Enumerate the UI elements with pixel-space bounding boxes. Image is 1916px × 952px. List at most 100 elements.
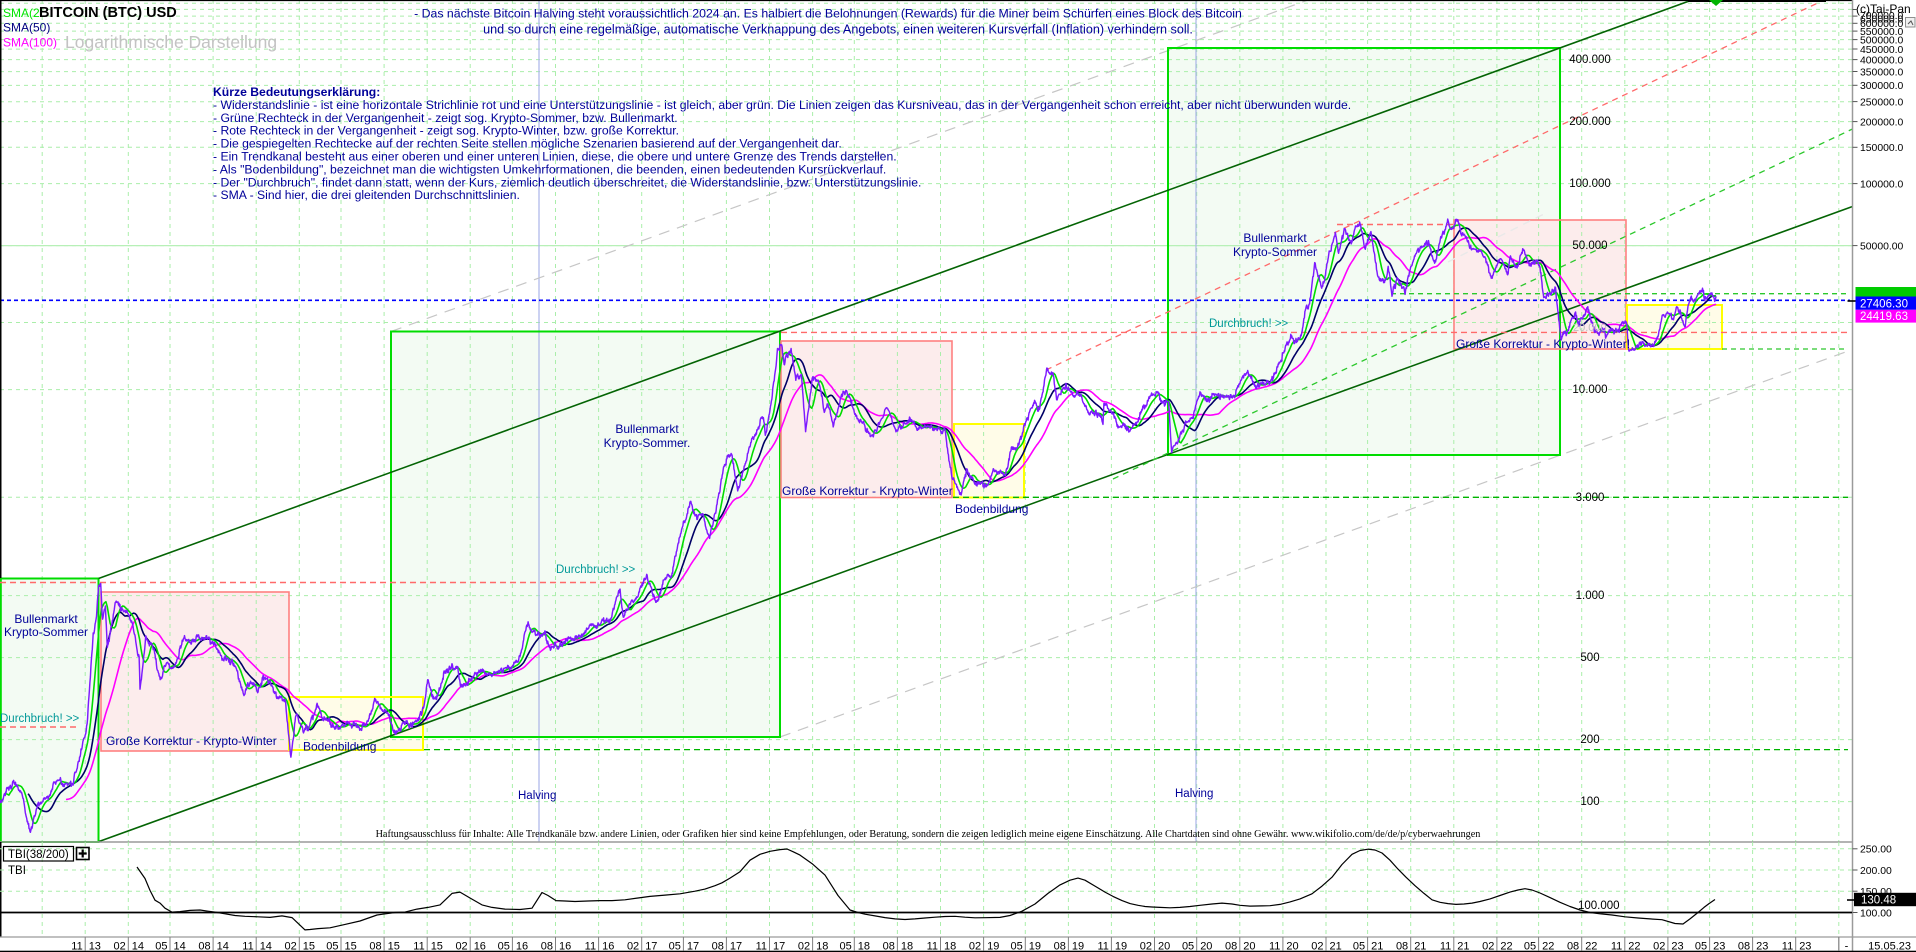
svg-text:14: 14 xyxy=(132,940,144,952)
svg-text:- Die gespiegelten Rechtecke a: - Die gespiegelten Rechtecke auf der rec… xyxy=(213,137,842,151)
svg-text:08: 08 xyxy=(369,940,381,952)
svg-text:02: 02 xyxy=(455,940,467,952)
svg-text:08: 08 xyxy=(712,940,724,952)
svg-text:- Rote Rechteck in der Vergang: - Rote Rechteck in der Vergangenheit - z… xyxy=(213,124,679,138)
svg-text:08: 08 xyxy=(1738,940,1750,952)
svg-text:11: 11 xyxy=(585,940,596,952)
svg-text:05: 05 xyxy=(498,940,510,952)
svg-text:21: 21 xyxy=(1330,940,1342,952)
svg-text:500000.0: 500000.0 xyxy=(1860,35,1904,46)
svg-text:20: 20 xyxy=(1158,940,1170,952)
svg-text:100.000: 100.000 xyxy=(1578,900,1620,912)
svg-text:Durchbruch! >>: Durchbruch! >> xyxy=(1209,318,1289,330)
svg-text:21: 21 xyxy=(1414,940,1426,952)
svg-text:16: 16 xyxy=(516,940,528,952)
svg-text:22: 22 xyxy=(1628,940,1640,952)
svg-text:Große Korrektur - Krypto-Winte: Große Korrektur - Krypto-Winter xyxy=(782,484,953,498)
svg-text:18: 18 xyxy=(858,940,870,952)
svg-text:15: 15 xyxy=(345,940,357,952)
svg-text:08: 08 xyxy=(541,940,553,952)
svg-text:-: - xyxy=(1845,940,1849,952)
svg-text:08: 08 xyxy=(1567,940,1579,952)
svg-text:05: 05 xyxy=(1182,940,1194,952)
svg-text:600000.0: 600000.0 xyxy=(1860,19,1904,30)
svg-text:11: 11 xyxy=(1611,940,1622,952)
svg-text:11: 11 xyxy=(413,940,424,952)
svg-text:100.000: 100.000 xyxy=(1569,178,1611,190)
svg-text:02: 02 xyxy=(285,940,297,952)
svg-text:20: 20 xyxy=(1243,940,1255,952)
svg-text:Durchbruch! >>: Durchbruch! >> xyxy=(556,564,636,576)
svg-text:23: 23 xyxy=(1671,940,1683,952)
svg-text:Krypto-Sommer: Krypto-Sommer xyxy=(4,625,88,639)
svg-text:Halving: Halving xyxy=(1175,788,1213,800)
svg-text:Haftungsausschluss für Inhalte: Haftungsausschluss für Inhalte: Alle Tre… xyxy=(376,829,1481,840)
svg-text:23: 23 xyxy=(1799,940,1811,952)
svg-text:- Das nächste Bitcoin Halving: - Das nächste Bitcoin Halving steht vora… xyxy=(414,7,1242,21)
svg-text:- Widerstandslinie - ist eine: - Widerstandslinie - ist eine horizontal… xyxy=(213,98,1351,112)
svg-text:16: 16 xyxy=(559,940,571,952)
svg-text:- SMA - Sind hier, die drei gl: - SMA - Sind hier, die drei gleitenden D… xyxy=(213,188,520,202)
svg-text:Halving: Halving xyxy=(518,790,556,802)
svg-text:Krypto-Sommer.: Krypto-Sommer. xyxy=(604,436,691,450)
svg-text:15.05.23: 15.05.23 xyxy=(1868,940,1911,952)
svg-text:17: 17 xyxy=(730,940,742,952)
svg-text:05: 05 xyxy=(1353,940,1365,952)
svg-text:400.000: 400.000 xyxy=(1569,54,1611,66)
svg-text:16: 16 xyxy=(474,940,486,952)
svg-text:22: 22 xyxy=(1542,940,1554,952)
svg-text:22: 22 xyxy=(1585,940,1597,952)
svg-text:11: 11 xyxy=(1097,940,1108,952)
svg-text:TBI(38/200): TBI(38/200) xyxy=(8,849,69,861)
svg-text:1.000: 1.000 xyxy=(1576,590,1605,602)
svg-text:3.000: 3.000 xyxy=(1576,492,1605,504)
svg-text:350000.0: 350000.0 xyxy=(1860,67,1904,78)
svg-text:15: 15 xyxy=(388,940,400,952)
svg-text:200.000: 200.000 xyxy=(1569,116,1611,128)
svg-text:SMA(2: SMA(2 xyxy=(3,6,40,20)
svg-text:Große Korrektur - Krypto-Winte: Große Korrektur - Krypto-Winter! xyxy=(1456,337,1630,351)
svg-text:14: 14 xyxy=(217,940,229,952)
svg-text:19: 19 xyxy=(1029,940,1041,952)
svg-text:08: 08 xyxy=(198,940,210,952)
svg-text:15: 15 xyxy=(431,940,443,952)
svg-text:21: 21 xyxy=(1371,940,1383,952)
svg-text:650000.0: 650000.0 xyxy=(1860,15,1904,26)
svg-text:SMA(100): SMA(100) xyxy=(3,36,57,50)
svg-text:SMA(50): SMA(50) xyxy=(3,21,50,35)
svg-text:50000.00: 50000.00 xyxy=(1860,241,1904,252)
svg-text:Durchbruch! >>: Durchbruch! >> xyxy=(0,713,80,725)
svg-text:10.000: 10.000 xyxy=(1572,384,1607,396)
svg-text:- Als "Bodenbildung", bezeichn: - Als "Bodenbildung", bezeichnet man die… xyxy=(213,162,886,176)
svg-text:11: 11 xyxy=(1269,940,1280,952)
svg-text:20: 20 xyxy=(1286,940,1298,952)
svg-text:17: 17 xyxy=(645,940,657,952)
svg-text:18: 18 xyxy=(901,940,913,952)
svg-text:02: 02 xyxy=(114,940,126,952)
svg-text:05: 05 xyxy=(1695,940,1707,952)
svg-text:19: 19 xyxy=(987,940,999,952)
svg-text:TBI: TBI xyxy=(8,865,26,877)
svg-text:05: 05 xyxy=(1011,940,1023,952)
svg-text:100.00: 100.00 xyxy=(1860,908,1892,919)
svg-text:14: 14 xyxy=(174,940,186,952)
svg-text:17: 17 xyxy=(687,940,699,952)
svg-text:11: 11 xyxy=(927,940,938,952)
svg-text:Bullenmarkt: Bullenmarkt xyxy=(615,422,679,436)
svg-text:Logarithmische Darstellung: Logarithmische Darstellung xyxy=(65,32,277,52)
svg-text:18: 18 xyxy=(944,940,956,952)
svg-text:250.00: 250.00 xyxy=(1860,845,1892,856)
svg-text:15: 15 xyxy=(303,940,315,952)
svg-text:und so durch eine regelmäßige,: und so durch eine regelmäßige, automatis… xyxy=(483,23,1193,37)
svg-text:08: 08 xyxy=(883,940,895,952)
svg-text:- Grüne Rechteck in der Vergan: - Grüne Rechteck in der Vergangenheit - … xyxy=(213,111,678,125)
svg-text:200000.0: 200000.0 xyxy=(1860,117,1904,128)
svg-text:(c)Tai-Pan: (c)Tai-Pan xyxy=(1856,2,1911,16)
svg-text:11: 11 xyxy=(1782,940,1793,952)
svg-text:300000.0: 300000.0 xyxy=(1860,81,1904,92)
svg-text:200: 200 xyxy=(1580,734,1599,746)
svg-text:19: 19 xyxy=(1072,940,1084,952)
svg-text:08: 08 xyxy=(1054,940,1066,952)
svg-text:02: 02 xyxy=(1653,940,1665,952)
svg-text:20: 20 xyxy=(1200,940,1212,952)
